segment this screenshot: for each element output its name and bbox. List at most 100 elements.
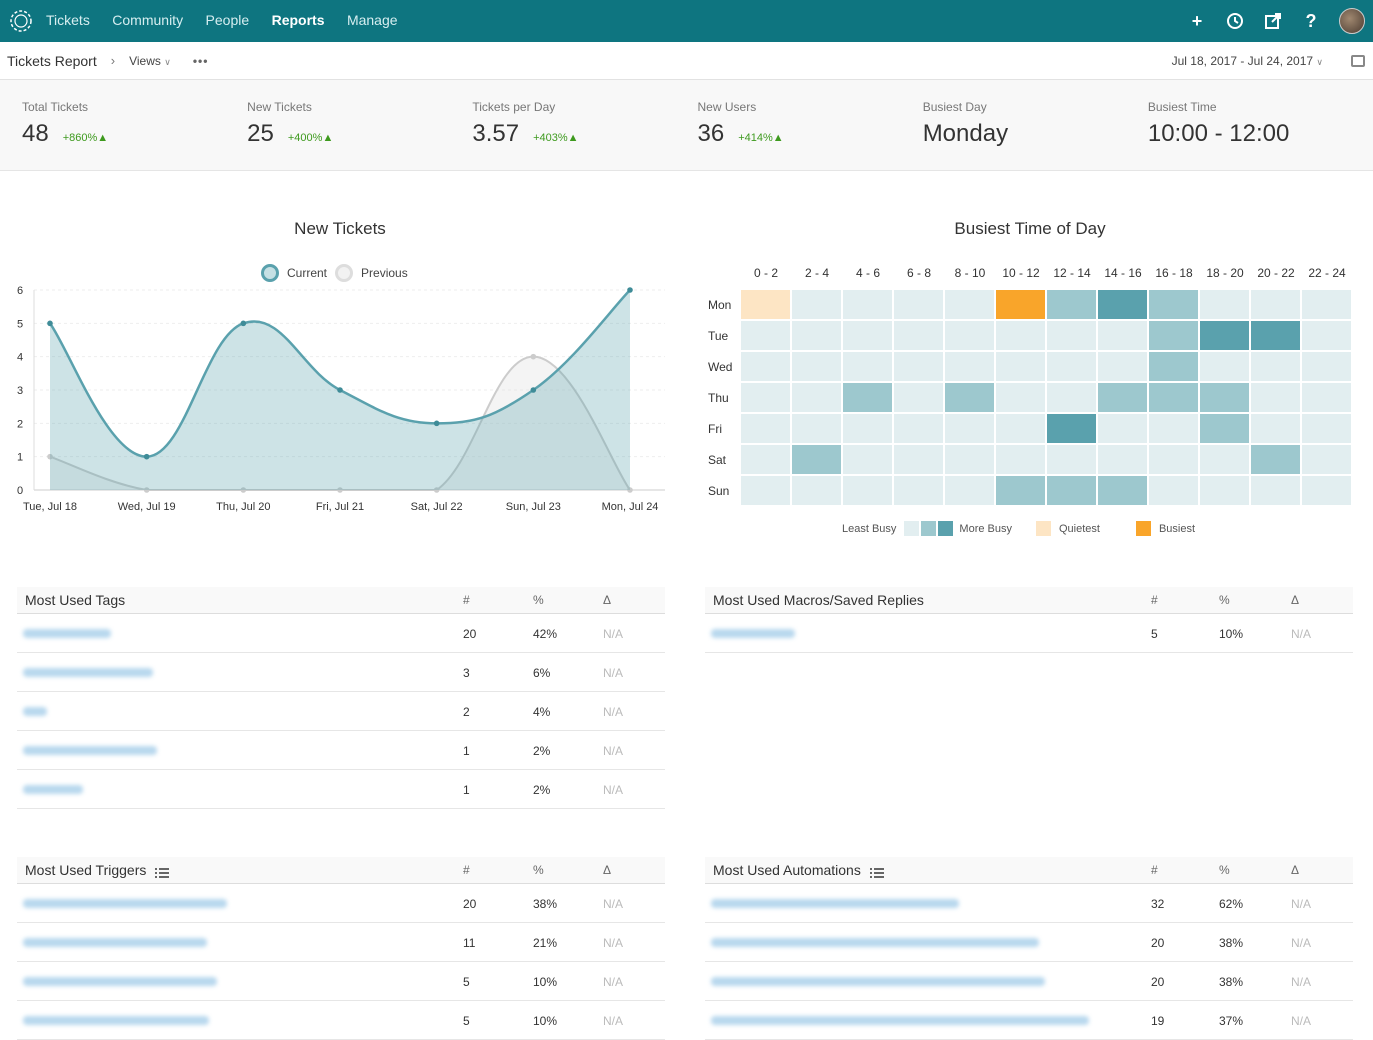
column-header[interactable]: # bbox=[1151, 863, 1158, 877]
column-header[interactable]: Δ bbox=[603, 593, 612, 607]
heatmap-cell[interactable] bbox=[945, 290, 994, 319]
heatmap-cell[interactable] bbox=[996, 352, 1045, 381]
redacted-name[interactable] bbox=[711, 938, 1039, 947]
redacted-name[interactable] bbox=[711, 1016, 1089, 1025]
column-header[interactable]: # bbox=[1151, 593, 1158, 607]
redacted-name[interactable] bbox=[711, 899, 959, 908]
heatmap-cell[interactable] bbox=[843, 290, 892, 319]
heatmap-cell[interactable] bbox=[1251, 352, 1300, 381]
column-header[interactable]: % bbox=[1219, 863, 1230, 877]
heatmap-cell[interactable] bbox=[996, 321, 1045, 350]
help-icon[interactable]: ? bbox=[1305, 10, 1317, 31]
list-icon[interactable] bbox=[147, 864, 169, 880]
nav-manage[interactable]: Manage bbox=[346, 12, 398, 28]
heatmap-cell[interactable] bbox=[1200, 414, 1249, 443]
list-icon[interactable] bbox=[862, 864, 884, 880]
heatmap-cell[interactable] bbox=[792, 414, 841, 443]
heatmap-cell[interactable] bbox=[945, 352, 994, 381]
table-row[interactable]: 1 2% N/A bbox=[17, 731, 665, 770]
heatmap-cell[interactable] bbox=[894, 414, 943, 443]
heatmap-cell[interactable] bbox=[945, 321, 994, 350]
heatmap-cell[interactable] bbox=[1200, 321, 1249, 350]
heatmap-cell[interactable] bbox=[1251, 445, 1300, 474]
heatmap-cell[interactable] bbox=[843, 321, 892, 350]
plus-icon[interactable]: + bbox=[1191, 10, 1203, 31]
heatmap-cell[interactable] bbox=[1302, 352, 1351, 381]
table-row[interactable]: 2 4% N/A bbox=[17, 692, 665, 731]
heatmap-cell[interactable] bbox=[1098, 414, 1147, 443]
redacted-name[interactable] bbox=[23, 668, 153, 677]
heatmap-cell[interactable] bbox=[1149, 445, 1198, 474]
nav-tickets[interactable]: Tickets bbox=[46, 12, 90, 28]
heatmap-cell[interactable] bbox=[1149, 383, 1198, 412]
nav-reports[interactable]: Reports bbox=[271, 12, 325, 28]
more-options-icon[interactable]: ••• bbox=[192, 53, 209, 68]
heatmap-cell[interactable] bbox=[1047, 290, 1096, 319]
heatmap-cell[interactable] bbox=[1200, 383, 1249, 412]
heatmap-cell[interactable] bbox=[1098, 290, 1147, 319]
heatmap-cell[interactable] bbox=[792, 476, 841, 505]
heatmap-cell[interactable] bbox=[1302, 383, 1351, 412]
redacted-name[interactable] bbox=[711, 977, 1045, 986]
table-row[interactable]: 5 10% N/A bbox=[17, 962, 665, 1001]
column-header[interactable]: % bbox=[533, 593, 544, 607]
heatmap-cell[interactable] bbox=[1251, 321, 1300, 350]
heatmap-cell[interactable] bbox=[1047, 321, 1096, 350]
heatmap-cell[interactable] bbox=[1302, 321, 1351, 350]
heatmap-cell[interactable] bbox=[1149, 321, 1198, 350]
table-row[interactable]: 3 6% N/A bbox=[17, 653, 665, 692]
heatmap-cell[interactable] bbox=[741, 476, 790, 505]
heatmap-cell[interactable] bbox=[741, 414, 790, 443]
heatmap-cell[interactable] bbox=[996, 290, 1045, 319]
heatmap-cell[interactable] bbox=[1047, 445, 1096, 474]
heatmap-cell[interactable] bbox=[1200, 476, 1249, 505]
redacted-name[interactable] bbox=[711, 629, 795, 638]
redacted-name[interactable] bbox=[23, 785, 83, 794]
heatmap-cell[interactable] bbox=[741, 352, 790, 381]
heatmap-cell[interactable] bbox=[1302, 414, 1351, 443]
heatmap-cell[interactable] bbox=[792, 321, 841, 350]
heatmap-cell[interactable] bbox=[1200, 352, 1249, 381]
heatmap-cell[interactable] bbox=[996, 445, 1045, 474]
redacted-name[interactable] bbox=[23, 1016, 209, 1025]
heatmap-cell[interactable] bbox=[1098, 445, 1147, 474]
heatmap-cell[interactable] bbox=[1149, 476, 1198, 505]
date-range-picker[interactable]: Jul 18, 2017 - Jul 24, 2017 ∨ bbox=[1172, 54, 1323, 68]
heatmap-cell[interactable] bbox=[894, 290, 943, 319]
column-header[interactable]: # bbox=[463, 593, 470, 607]
logo-icon[interactable] bbox=[8, 8, 34, 34]
heatmap-cell[interactable] bbox=[894, 445, 943, 474]
column-header[interactable]: Δ bbox=[1291, 593, 1300, 607]
heatmap-cell[interactable] bbox=[1149, 352, 1198, 381]
table-row[interactable]: 32 62% N/A bbox=[705, 884, 1353, 923]
heatmap-cell[interactable] bbox=[894, 352, 943, 381]
external-link-icon[interactable] bbox=[1263, 11, 1283, 31]
redacted-name[interactable] bbox=[23, 938, 207, 947]
nav-people[interactable]: People bbox=[205, 12, 250, 28]
heatmap-cell[interactable] bbox=[1098, 352, 1147, 381]
column-header[interactable]: Δ bbox=[1291, 863, 1300, 877]
heatmap-cell[interactable] bbox=[1302, 445, 1351, 474]
heatmap-cell[interactable] bbox=[1200, 445, 1249, 474]
heatmap-cell[interactable] bbox=[741, 321, 790, 350]
redacted-name[interactable] bbox=[23, 629, 111, 638]
heatmap-cell[interactable] bbox=[1149, 414, 1198, 443]
column-header[interactable]: # bbox=[463, 863, 470, 877]
heatmap-cell[interactable] bbox=[741, 290, 790, 319]
legend-current-icon[interactable] bbox=[261, 264, 279, 282]
redacted-name[interactable] bbox=[23, 977, 217, 986]
heatmap-cell[interactable] bbox=[996, 383, 1045, 412]
heatmap-cell[interactable] bbox=[945, 445, 994, 474]
heatmap-cell[interactable] bbox=[843, 383, 892, 412]
table-row[interactable]: 1 2% N/A bbox=[17, 770, 665, 809]
redacted-name[interactable] bbox=[23, 746, 157, 755]
heatmap-cell[interactable] bbox=[1047, 414, 1096, 443]
legend-previous-icon[interactable] bbox=[335, 264, 354, 282]
heatmap-cell[interactable] bbox=[1149, 290, 1198, 319]
heatmap-cell[interactable] bbox=[1200, 290, 1249, 319]
print-icon[interactable] bbox=[1351, 54, 1365, 67]
legend-current-label[interactable]: Current bbox=[287, 266, 328, 280]
heatmap-cell[interactable] bbox=[1098, 383, 1147, 412]
breadcrumb[interactable]: Tickets Report bbox=[7, 52, 97, 69]
heatmap-cell[interactable] bbox=[1047, 352, 1096, 381]
